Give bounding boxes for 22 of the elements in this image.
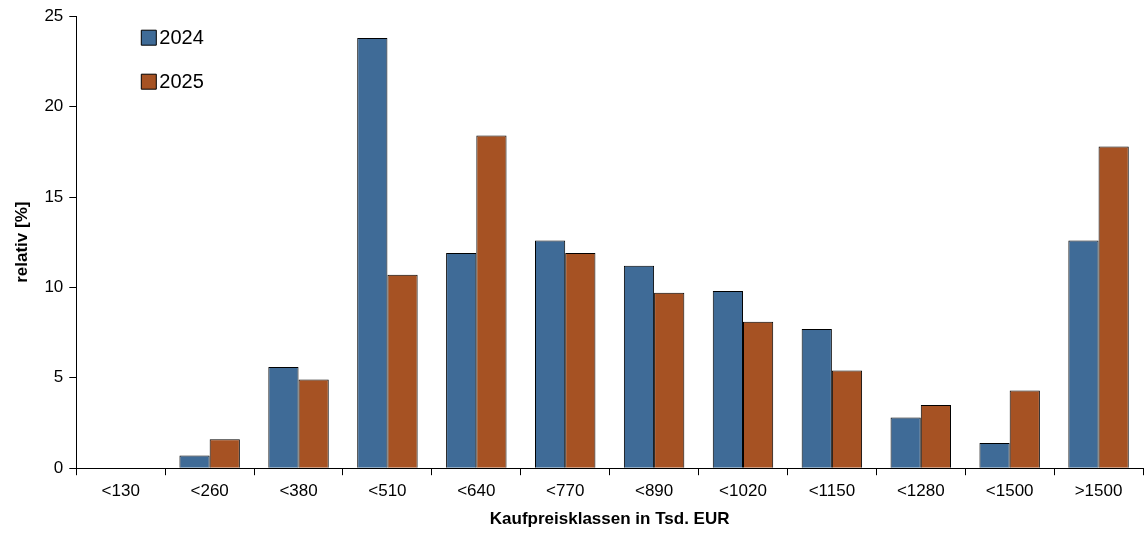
y-tick-label: 10 <box>44 277 64 297</box>
x-axis-title: Kaufpreisklassen in Tsd. EUR <box>489 509 730 529</box>
y-tick-label: 15 <box>44 186 64 206</box>
x-tick-label: <510 <box>368 481 407 501</box>
x-tick-label: <380 <box>279 481 318 501</box>
x-tick-label: <1280 <box>896 481 945 501</box>
x-tick-label: <1500 <box>985 481 1034 501</box>
x-tick-label: <1020 <box>719 481 767 501</box>
x-tick-label: <770 <box>546 481 585 501</box>
x-tick-label: <640 <box>457 481 496 501</box>
y-tick-label: 20 <box>44 96 64 116</box>
x-tick-label: <890 <box>634 481 674 501</box>
legend-label: 2025 <box>159 69 204 92</box>
x-tick-label: <1150 <box>808 481 856 501</box>
legend-label: 2024 <box>159 25 204 48</box>
y-tick-label: 0 <box>53 457 64 477</box>
y-tick-label: 5 <box>53 367 64 387</box>
x-tick-label: <130 <box>101 481 140 501</box>
y-axis-title: relativ [%] <box>11 201 31 283</box>
x-tick-label: >1500 <box>1074 481 1123 501</box>
x-tick-label: <260 <box>190 481 229 501</box>
y-tick-label: 25 <box>44 5 64 25</box>
